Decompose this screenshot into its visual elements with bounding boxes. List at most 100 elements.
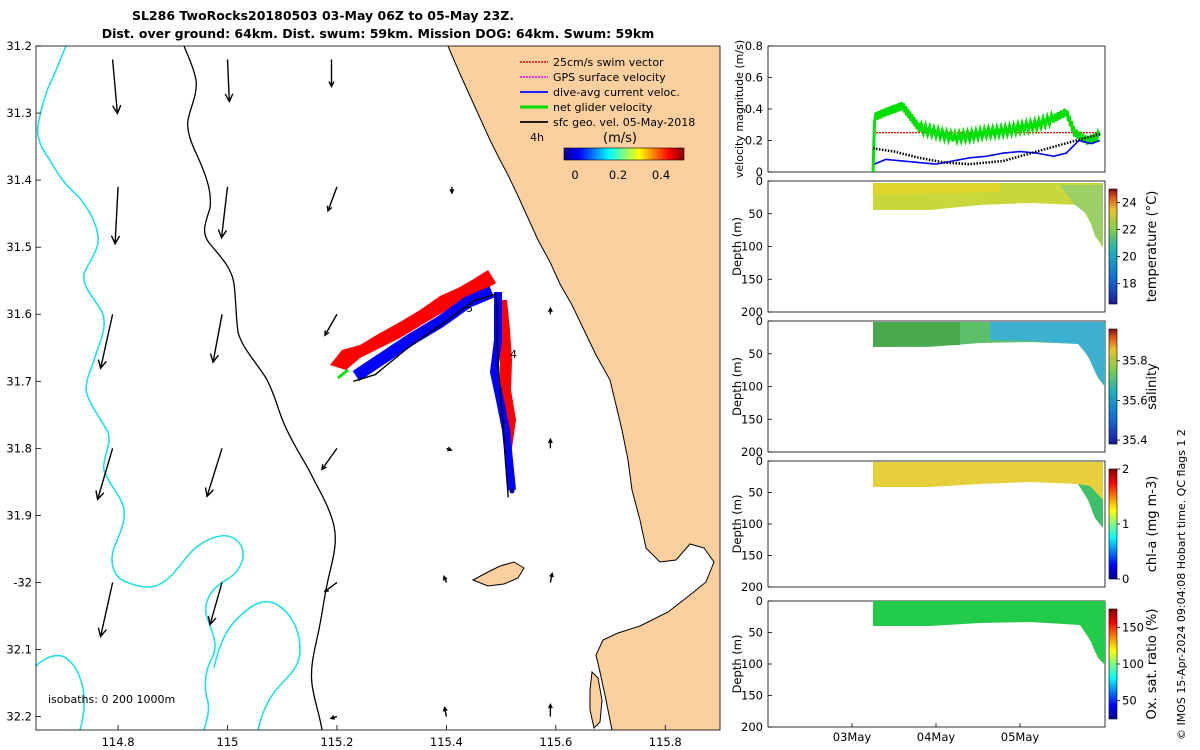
map-x-tick-label: 115.4 (430, 735, 463, 749)
colorbar-tick-label: 35.4 (1122, 433, 1148, 447)
map-y-tick-label: 31.3 (6, 106, 32, 120)
depth-tick-label: 150 (741, 689, 763, 703)
map-colorbar (563, 147, 685, 161)
date-tick-label: 04May (917, 730, 956, 744)
velocity-y-tick-label: 0.2 (745, 134, 763, 148)
depth-tick-label: 50 (748, 626, 763, 640)
isobath-200m (183, 46, 336, 730)
colorbar-tick-label: 35.8 (1122, 354, 1148, 368)
map-content: 5 4 25cm/s swim vector GPS surface veloc… (36, 46, 720, 730)
temperature-section-top (873, 183, 1000, 195)
colorbar-tick-label: 2 (1122, 462, 1129, 476)
depth-tick-label: 100 (741, 657, 763, 671)
dive-avg-track-south (490, 292, 516, 491)
depth-axis-label: Depth (m) (730, 217, 744, 276)
geostrophic-arrow (204, 448, 223, 498)
title-line-2: Dist. over ground: 64km. Dist. swum: 59k… (102, 26, 655, 41)
legend-gps: GPS surface velocity (553, 71, 666, 84)
isobath-1000m-west (36, 654, 85, 730)
geostrophic-arrow (326, 186, 338, 213)
map-y-tick-label: 31.5 (6, 240, 32, 254)
velocity-y-tick-label: 0.4 (745, 102, 763, 116)
map-legend: 25cm/s swim vector GPS surface velocity … (520, 56, 695, 182)
geostrophic-arrow (329, 715, 338, 720)
velocity-frame (767, 45, 1106, 173)
velocity-line-geostrophic (872, 132, 1101, 166)
depth-axis-label: Depth (m) (730, 357, 744, 416)
colorbar-tick-label: 20 (1122, 250, 1137, 264)
chla-section-deep (1078, 484, 1103, 528)
depth-tick-label: 0 (756, 594, 763, 608)
land-rottnest-island (473, 562, 524, 586)
oxygen-section (873, 601, 1105, 665)
time-axis: 03May 04May 05May (833, 723, 1040, 744)
colorbar-tick-label: 50 (1122, 694, 1137, 708)
map-panel: 5 4 25cm/s swim vector GPS surface veloc… (6, 39, 721, 749)
isobath-1000m (36, 46, 244, 730)
date-tick-label: 03May (833, 730, 872, 744)
isobath-1000m-east (213, 600, 301, 730)
velocity-line-dive-avg-current (874, 139, 1101, 165)
geostrophic-arrow (547, 437, 553, 449)
depth-tick-label: 200 (741, 305, 763, 319)
section-colorbar (1108, 608, 1118, 720)
colorbar-tick-label: 18 (1122, 277, 1137, 291)
isobaths-label: isobaths: 0 200 1000m (48, 693, 175, 706)
colorbar-tick-label: 0 (1122, 572, 1129, 586)
legend-time-marker: 4h (530, 131, 544, 144)
date-tick-label: 05May (1001, 730, 1040, 744)
salinity-section-east (990, 322, 1105, 386)
colorbar-tick-label: 150 (1122, 620, 1144, 634)
geostrophic-arrow (549, 571, 554, 583)
depth-tick-label: 150 (741, 412, 763, 426)
land-mainland (448, 46, 720, 730)
dive-avg-track-west (352, 286, 495, 381)
colorbar-label: Ox. sat. ratio (%) (1145, 609, 1160, 720)
geostrophic-arrow (442, 575, 448, 583)
depth-tick-label: 200 (741, 445, 763, 459)
depth-tick-label: 100 (741, 240, 763, 254)
map-x-tick-label: 115.6 (539, 735, 572, 749)
velocity-line-net-glider-velocity (871, 102, 1102, 173)
map-y-tick-label: 32.1 (6, 643, 32, 657)
track-day-label-4: 4 (510, 348, 517, 361)
geostrophic-arrow (324, 313, 338, 337)
velocity-panel: 0 0.2 0.4 0.6 0.8 velocity magnitude (m/s) (733, 39, 1106, 179)
geostrophic-arrow (110, 186, 121, 246)
legend-diveavg: dive-avg current veloc. (553, 86, 680, 99)
isobath-0m-garden (589, 670, 603, 729)
map-y-tick-label: 31.8 (6, 441, 32, 455)
geostrophic-arrow (97, 314, 114, 370)
glider-end-point (509, 488, 515, 494)
geostrophic-arrow (321, 447, 338, 471)
colorbar-tick-label: 35.6 (1122, 393, 1148, 407)
geostrophic-arrow (209, 314, 223, 364)
salinity-panel (767, 320, 1106, 453)
depth-tick-label: 200 (741, 580, 763, 594)
depth-tick-label: 100 (741, 517, 763, 531)
map-y-tick-label: -32 (13, 575, 32, 589)
map-x-tick-label: 114.8 (102, 735, 135, 749)
map-y-axis: 31.2 31.3 31.4 31.5 31.6 31.7 31.8 31.9 -32 32.1 3… (6, 39, 41, 724)
geostrophic-arrow (328, 59, 335, 88)
colorbar-label: salinity (1145, 363, 1160, 410)
map-y-tick-label: 31.9 (6, 508, 32, 522)
title-line-1: SL286 TwoRocks20180503 03-May 06Z to 05-… (132, 8, 514, 23)
velocity-series (871, 102, 1102, 173)
depth-tick-label: 0 (756, 314, 763, 328)
depth-tick-label: 50 (748, 486, 763, 500)
geostrophic-arrow (95, 448, 114, 501)
section-colorbar (1108, 188, 1118, 305)
velocity-y-axis: 0 0.2 0.4 0.6 0.8 (745, 39, 772, 179)
salinity-section-west (873, 322, 960, 347)
depth-tick-label: 50 (748, 207, 763, 221)
depth-tick-label: 100 (741, 380, 763, 394)
credit-text: © IMOS 15-Apr-2024 09:04:08 Hobart time.… (1175, 429, 1188, 740)
geostrophic-arrow (449, 186, 455, 195)
depth-tick-label: 0 (756, 454, 763, 468)
geostrophic-arrow (547, 703, 553, 717)
isobath-0m-rottnest (471, 561, 525, 587)
velocity-y-tick-label: 0.6 (745, 71, 763, 85)
temperature-panel (767, 180, 1106, 313)
